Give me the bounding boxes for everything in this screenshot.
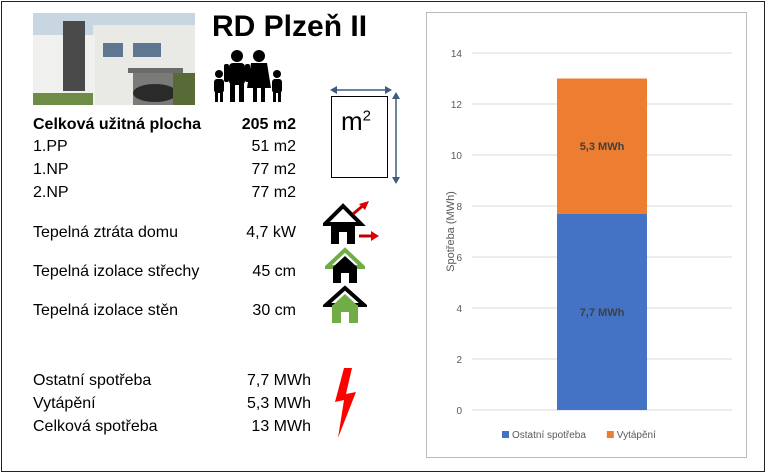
consumption-row: Ostatní spotřeba 7,7 MWh: [33, 372, 311, 390]
consumption-label: Celková spotřeba: [33, 418, 158, 435]
area-row: 1.PP 51 m2: [33, 138, 296, 156]
page-title: RD Plzeň II: [212, 10, 368, 43]
area-label: Celková užitná plocha: [33, 116, 202, 133]
bar-segment: [557, 213, 647, 410]
thermal-label: Tepelná izolace stěn: [33, 302, 178, 319]
thermal-value: 30 cm: [252, 302, 296, 319]
area-label: 1.PP: [33, 138, 68, 155]
legend-swatch: [502, 431, 509, 438]
data-label: 5,3 MWh: [580, 141, 625, 153]
data-label: 7,7 MWh: [580, 307, 625, 319]
house-roof-insulation-icon: [321, 247, 369, 290]
area-row: 2.NP 77 m2: [33, 184, 296, 202]
y-tick-label: 6: [456, 253, 462, 264]
area-unit-exponent: 2: [362, 107, 372, 125]
thermal-label: Tepelná ztráta domu: [33, 224, 178, 241]
legend-swatch: [606, 431, 614, 438]
legend-label: Vytápění: [617, 430, 656, 441]
legend-label: Ostatní spotřeba: [512, 430, 586, 441]
area-row: 1.NP 77 m2: [33, 161, 296, 179]
y-tick-label: 4: [456, 304, 462, 315]
area-row: Celková užitná plocha 205 m2: [33, 116, 296, 134]
area-value: 77 m2: [251, 184, 296, 201]
consumption-value: 13 MWh: [251, 418, 311, 435]
area-value: 51 m2: [251, 138, 296, 155]
thermal-value: 45 cm: [252, 263, 296, 280]
y-tick-label: 0: [456, 406, 462, 417]
area-value: 77 m2: [251, 161, 296, 178]
thermal-label: Tepelná izolace střechy: [33, 263, 200, 280]
stacked-bar-chart: 0 2 4 6 8 10 12 14 Spotřeba (MWh) 7,7 MWh 5,3 MWh O…: [445, 49, 732, 441]
consumption-label: Ostatní spotřeba: [33, 372, 152, 389]
area-unit-base: m: [341, 106, 363, 136]
area-label: 2.NP: [33, 184, 69, 201]
thermal-row: Tepelná izolace stěn 30 cm: [33, 302, 296, 320]
consumption-value: 7,7 MWh: [246, 372, 311, 389]
y-tick-label: 14: [451, 49, 463, 60]
area-unit-box: m2: [331, 96, 388, 178]
area-value: 205 m2: [241, 116, 296, 133]
house-wall-insulation-icon: [320, 285, 370, 330]
y-tick-label: 2: [456, 355, 462, 366]
thermal-row: Tepelná izolace střechy 45 cm: [33, 263, 296, 281]
house-photo: [33, 13, 195, 105]
y-tick-label: 12: [451, 100, 463, 111]
thermal-value: 4,7 kW: [246, 224, 296, 241]
consumption-row: Celková spotřeba 13 MWh: [33, 418, 311, 436]
consumption-label: Vytápění: [33, 395, 96, 412]
height-arrow-icon: [391, 92, 401, 189]
y-tick-label: 10: [451, 151, 463, 162]
lightning-icon: [332, 368, 358, 443]
thermal-row: Tepelná ztráta domu 4,7 kW: [33, 224, 296, 242]
y-axis-label: Spotřeba (MWh): [445, 191, 457, 272]
consumption-row: Vytápění 5,3 MWh: [33, 395, 311, 413]
y-tick-label: 8: [456, 202, 462, 213]
width-arrow-icon: [330, 82, 392, 100]
family-icon: [208, 48, 288, 109]
consumption-value: 5,3 MWh: [246, 395, 311, 412]
area-label: 1.NP: [33, 161, 69, 178]
chart-container: 0 2 4 6 8 10 12 14 Spotřeba (MWh) 7,7 MWh 5,3 MWh O…: [426, 12, 747, 458]
bar-segment: [557, 78, 647, 214]
house-heat-loss-icon: [320, 200, 383, 251]
